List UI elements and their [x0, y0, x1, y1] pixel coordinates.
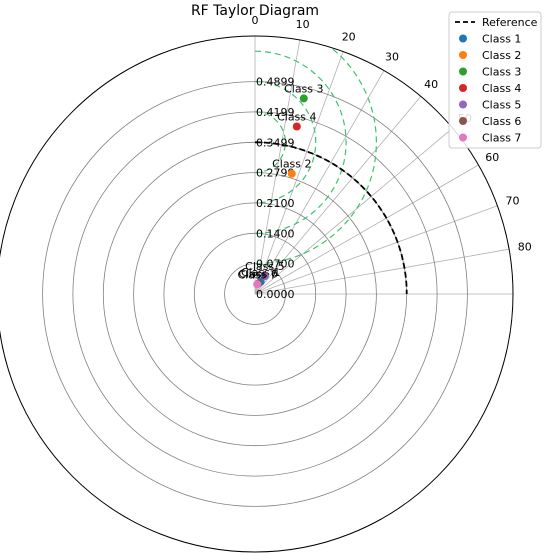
legend-label: Class 6 [482, 115, 521, 128]
angular-tick-label: 70 [506, 194, 520, 207]
data-point-label: Class 2 [272, 158, 311, 171]
reference-arc [255, 141, 408, 294]
angular-tick-label: 40 [424, 78, 438, 91]
radial-grid-circle [224, 263, 286, 325]
data-point-label: Class 4 [277, 111, 316, 124]
radial-tick-label: 0.1400 [256, 227, 295, 240]
rms-contour [255, 111, 287, 174]
data-point-label: Class 5 [245, 260, 284, 273]
legend-marker [459, 133, 467, 142]
plot-frame [0, 35, 514, 553]
radial-tick-label: 0.0000 [256, 288, 295, 301]
data-point [287, 169, 296, 178]
legend-marker [459, 84, 467, 92]
angular-grid-line [254, 96, 422, 295]
data-point [260, 272, 269, 281]
radial-tick-label: 0.0700 [256, 258, 295, 271]
radial-tick-label: 0.4199 [256, 106, 295, 119]
legend: Reference Class 1 Class 2 Class 3 Class 4 Cla… [448, 11, 542, 149]
data-point-label: Class 6 [238, 268, 277, 281]
radial-tick-label: 0.4899 [256, 76, 295, 89]
angular-grid-line [254, 51, 344, 295]
data-point [253, 280, 262, 289]
angular-grid-line [254, 70, 385, 295]
legend-box [448, 11, 542, 149]
radial-tick-label: 0.2799 [256, 167, 295, 180]
grid: 010203040506070800.00000.07000.14000.210… [0, 14, 532, 553]
legend-label: Class 4 [482, 82, 521, 95]
radial-grid-circle [193, 232, 317, 356]
legend-marker [459, 100, 467, 109]
radial-tick-label: 0.2100 [256, 197, 295, 210]
legend-label: Class 7 [482, 132, 521, 145]
data-point-label: Class 3 [284, 82, 323, 95]
angular-tick-label: 20 [342, 31, 356, 44]
chart-title: RF Taylor Diagram [191, 3, 319, 19]
legend-marker [459, 34, 467, 43]
angular-grid-line [254, 39, 301, 295]
data-point-label: Class 1 [241, 266, 280, 279]
legend-label: Class 2 [482, 49, 521, 62]
angular-grid-line [254, 127, 453, 295]
angular-grid-line [254, 164, 479, 295]
data-layer: Class 1 Class 2 Class 3 Class 4 Class 5Class… [237, 82, 324, 289]
angular-grid-line [254, 248, 510, 295]
legend-label: Class 3 [482, 66, 521, 79]
data-point [292, 122, 301, 131]
angular-tick-label: 0 [252, 14, 259, 27]
radial-tick-label: 0.3499 [256, 136, 295, 149]
legend-marker [459, 117, 467, 125]
angular-grid-line [254, 205, 498, 295]
data-point [299, 94, 308, 103]
rms-contour [254, 80, 317, 204]
legend-reference-label: Reference [482, 16, 538, 29]
angular-tick-label: 10 [296, 18, 310, 31]
legend-marker [459, 67, 467, 76]
angular-tick-label: 60 [485, 151, 499, 164]
data-point-label: Class 7 [237, 268, 276, 281]
legend-marker [459, 51, 467, 59]
angular-tick-label: 80 [518, 240, 532, 253]
legend-label: Class 1 [482, 33, 521, 46]
rms-contour [254, 50, 347, 234]
legend-label: Class 5 [482, 99, 521, 112]
angular-tick-label: 30 [385, 51, 399, 64]
